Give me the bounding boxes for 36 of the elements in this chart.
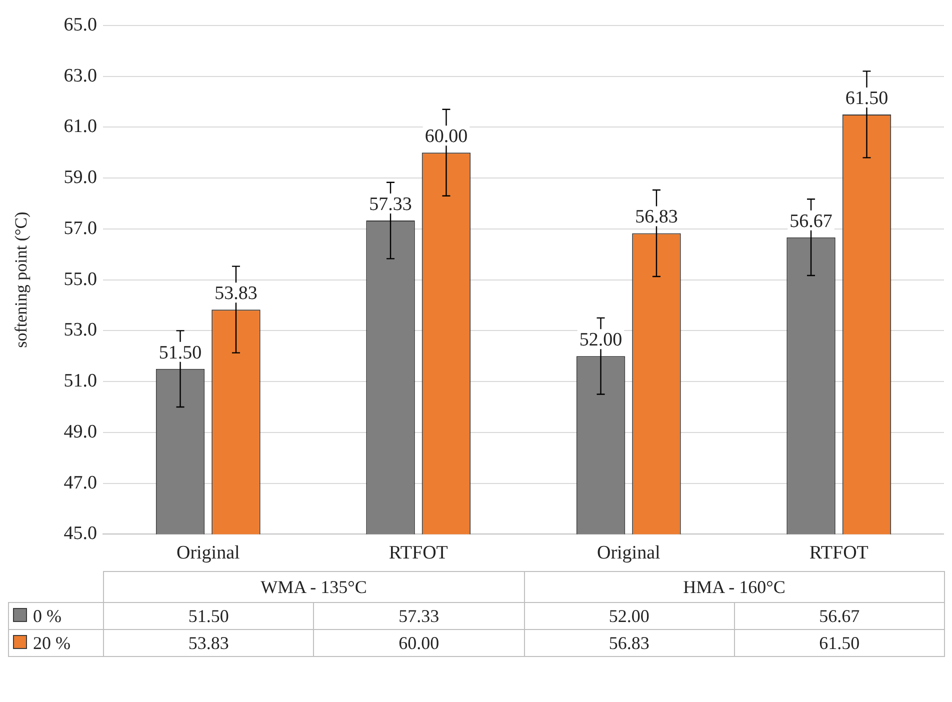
data-label: 56.67 <box>734 602 945 630</box>
x-tick-label: RTFOT <box>388 542 448 564</box>
text: 51.50 <box>158 342 202 364</box>
text: WMA - 135°C <box>104 572 524 602</box>
text: 53.83 <box>214 283 258 304</box>
y-tick-label: 47.0 <box>64 472 97 494</box>
text: 57.33 <box>369 194 412 216</box>
data-label: 51.50 <box>104 602 314 630</box>
y-tick-label: 55.0 <box>64 268 97 290</box>
y-tick-label: 57.0 <box>64 218 97 239</box>
text: HMA - 160°C <box>524 572 945 602</box>
x-tick-label: Original <box>176 542 240 564</box>
x-tick-label: RTFOT <box>809 542 869 564</box>
text: 52.00 <box>579 330 622 351</box>
text: 56.67 <box>790 210 832 232</box>
data-label: 53.83 <box>104 630 314 656</box>
data-label: 52.00 <box>524 602 734 630</box>
legend-label: 20 % <box>33 632 70 652</box>
y-tick-label: 51.0 <box>64 370 97 392</box>
y-tick-label: 63.0 <box>64 65 97 86</box>
text: 56.83 <box>635 206 678 228</box>
x-tick-label: Original <box>596 542 660 564</box>
data-label: 56.83 <box>524 630 734 656</box>
data-label: 61.50 <box>734 630 945 656</box>
legend-label: 0 % <box>33 606 62 626</box>
y-tick-label: 53.0 <box>64 320 97 341</box>
y-tick-label: 49.0 <box>64 421 97 442</box>
y-axis-title: softening point (°C) <box>12 212 31 348</box>
y-tick-label: 45.0 <box>64 523 97 544</box>
y-tick-label: 65.0 <box>64 14 97 36</box>
y-tick-label: 59.0 <box>64 167 97 188</box>
data-label: 57.33 <box>314 602 524 630</box>
y-tick-label: 61.0 <box>64 116 97 138</box>
data-label: 60.00 <box>314 630 524 656</box>
text: 60.00 <box>424 126 468 148</box>
text: 61.50 <box>845 88 888 109</box>
